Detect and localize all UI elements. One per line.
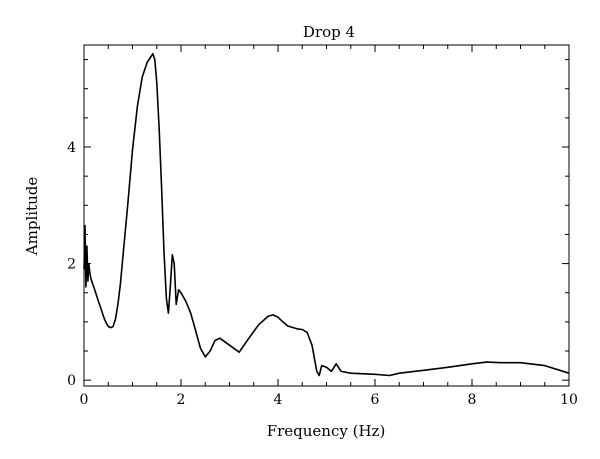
y-axis-label: Amplitude — [23, 177, 41, 257]
y-tick-label: 0 — [67, 373, 76, 389]
x-tick-label: 8 — [468, 392, 477, 408]
axis-ticks — [83, 45, 570, 386]
x-tick-label: 4 — [274, 392, 283, 408]
chart-title: Drop 4 — [303, 23, 355, 41]
y-tick-label: 2 — [67, 257, 76, 273]
x-tick-label: 6 — [371, 392, 380, 408]
series-line — [83, 52, 570, 377]
x-tick-label: 10 — [560, 392, 578, 408]
x-axis-label: Frequency (Hz) — [267, 422, 386, 440]
x-tick-label: 2 — [177, 392, 186, 408]
y-tick-label: 4 — [67, 140, 76, 156]
x-tick-label: 0 — [80, 392, 89, 408]
tick-labels: 0 2 4 6 8 10 0 2 4 — [67, 140, 578, 408]
